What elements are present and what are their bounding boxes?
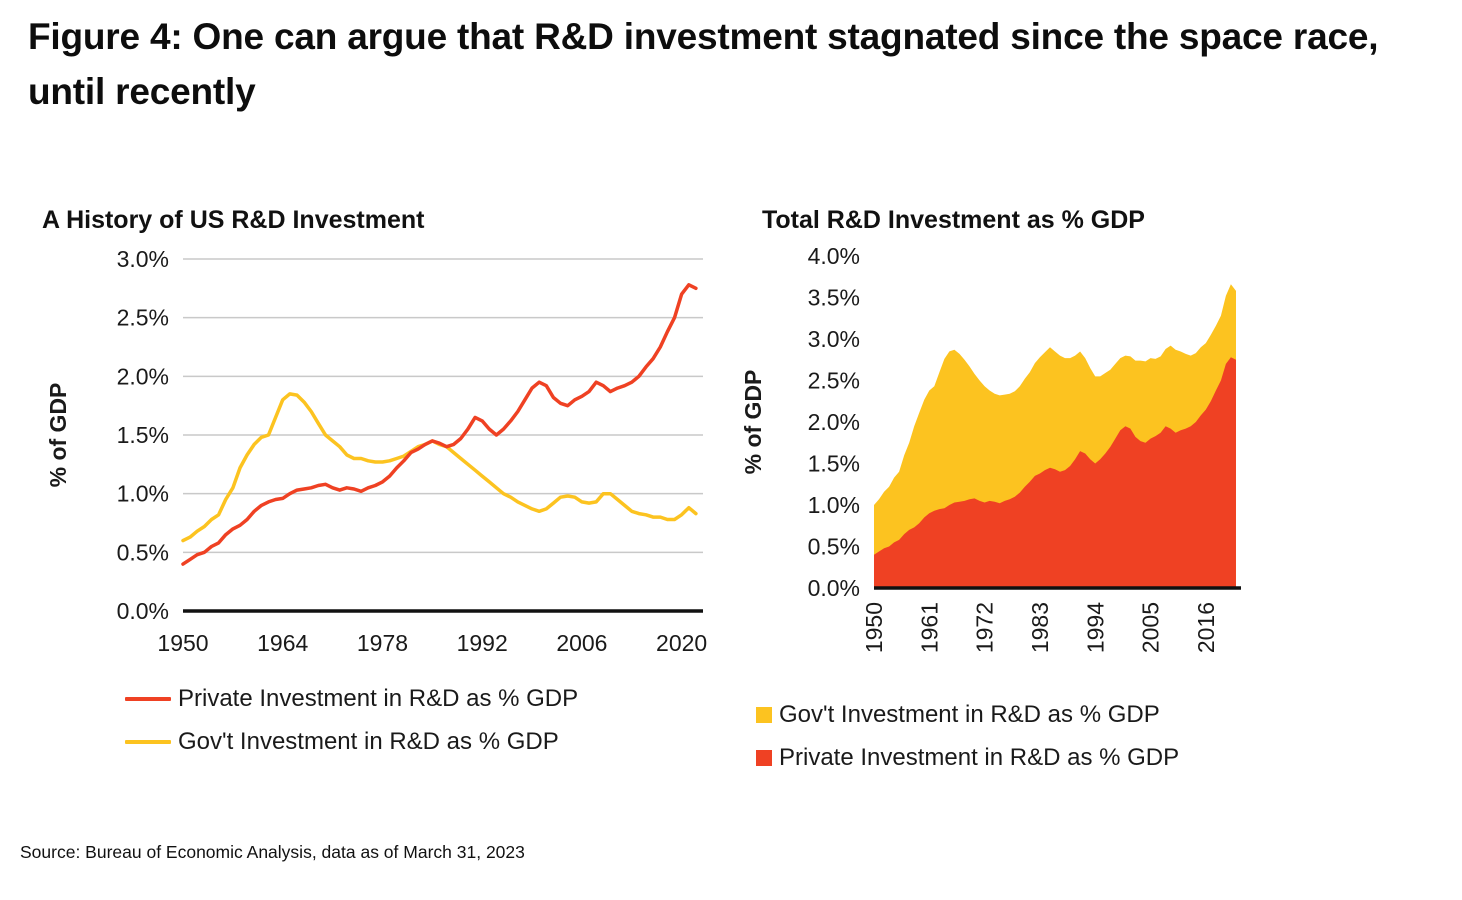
legend-label-private-area: Private Investment in R&D as % GDP	[779, 743, 1180, 771]
svg-text:% of GDP: % of GDP	[45, 382, 71, 487]
line-chart-panel: A History of US R&D Investment 0.0% 0.5% 1…	[28, 206, 718, 772]
line-chart-legend: Private Investment in R&D as % GDP Gov't…	[125, 685, 718, 756]
area-chart: 0.0% 0.5% 1.0% 1.5% 2.0% 2.5% 3.0% 3.5% 4.0% 1950…	[740, 243, 1241, 653]
legend-label-private: Private Investment in R&D as % GDP	[178, 684, 579, 712]
legend-item-govt-area: Gov't Investment in R&D as % GDP	[756, 701, 1286, 729]
svg-text:2.0%: 2.0%	[808, 409, 860, 435]
legend-label-govt-area: Gov't Investment in R&D as % GDP	[779, 700, 1160, 728]
svg-text:3.5%: 3.5%	[808, 284, 860, 310]
govt-square-swatch-icon	[756, 706, 772, 723]
figure-title: Figure 4: One can argue that R&D investm…	[28, 16, 1379, 112]
svg-text:2006: 2006	[556, 630, 607, 656]
svg-text:1.0%: 1.0%	[808, 492, 860, 518]
svg-text:2.5%: 2.5%	[808, 367, 860, 393]
private-line-swatch-icon	[125, 696, 171, 701]
svg-text:1950: 1950	[861, 602, 887, 653]
svg-text:0.5%: 0.5%	[808, 533, 860, 559]
line-chart-title: A History of US R&D Investment	[42, 205, 425, 234]
legend-label-govt: Gov't Investment in R&D as % GDP	[178, 727, 559, 755]
svg-text:3.0%: 3.0%	[808, 326, 860, 352]
svg-text:0.0%: 0.0%	[117, 598, 169, 624]
private-square-swatch-icon	[756, 749, 772, 766]
svg-text:0.0%: 0.0%	[808, 575, 860, 601]
svg-text:1972: 1972	[972, 602, 998, 653]
source-note: Source: Bureau of Economic Analysis, dat…	[20, 842, 525, 862]
svg-text:1964: 1964	[257, 630, 308, 656]
svg-text:1983: 1983	[1027, 602, 1053, 653]
svg-text:1950: 1950	[157, 630, 208, 656]
area-chart-panel: Total R&D Investment as % GDP 0.0% 0.5% 1.…	[718, 206, 1286, 772]
svg-text:2.0%: 2.0%	[117, 363, 169, 389]
svg-text:% of GDP: % of GDP	[740, 369, 766, 474]
area-chart-legend: Gov't Investment in R&D as % GDP Private…	[756, 701, 1286, 772]
svg-text:2016: 2016	[1193, 602, 1219, 653]
svg-text:1.5%: 1.5%	[117, 422, 169, 448]
svg-text:1961: 1961	[916, 602, 942, 653]
svg-text:3.0%: 3.0%	[117, 246, 169, 272]
figure: Figure 4: One can argue that R&D investm…	[20, 16, 1434, 862]
svg-text:0.5%: 0.5%	[117, 539, 169, 565]
svg-text:2020: 2020	[656, 630, 707, 656]
svg-text:2.5%: 2.5%	[117, 304, 169, 330]
legend-item-private-area: Private Investment in R&D as % GDP	[756, 744, 1286, 772]
svg-text:1994: 1994	[1082, 601, 1108, 652]
area-chart-title: Total R&D Investment as % GDP	[762, 205, 1145, 234]
svg-text:1978: 1978	[357, 630, 408, 656]
svg-text:2005: 2005	[1138, 602, 1164, 653]
svg-text:4.0%: 4.0%	[808, 243, 860, 269]
govt-line-swatch-icon	[125, 739, 171, 744]
svg-text:1992: 1992	[457, 630, 508, 656]
charts-row: A History of US R&D Investment 0.0% 0.5% 1…	[28, 206, 1434, 772]
legend-item-private-line: Private Investment in R&D as % GDP	[125, 685, 718, 713]
svg-text:1.5%: 1.5%	[808, 450, 860, 476]
line-chart: 0.0% 0.5% 1.0% 1.5% 2.0% 2.5% 3.0% 1950 1964 1978…	[45, 246, 707, 656]
svg-text:1.0%: 1.0%	[117, 480, 169, 506]
legend-item-govt-line: Gov't Investment in R&D as % GDP	[125, 728, 718, 756]
